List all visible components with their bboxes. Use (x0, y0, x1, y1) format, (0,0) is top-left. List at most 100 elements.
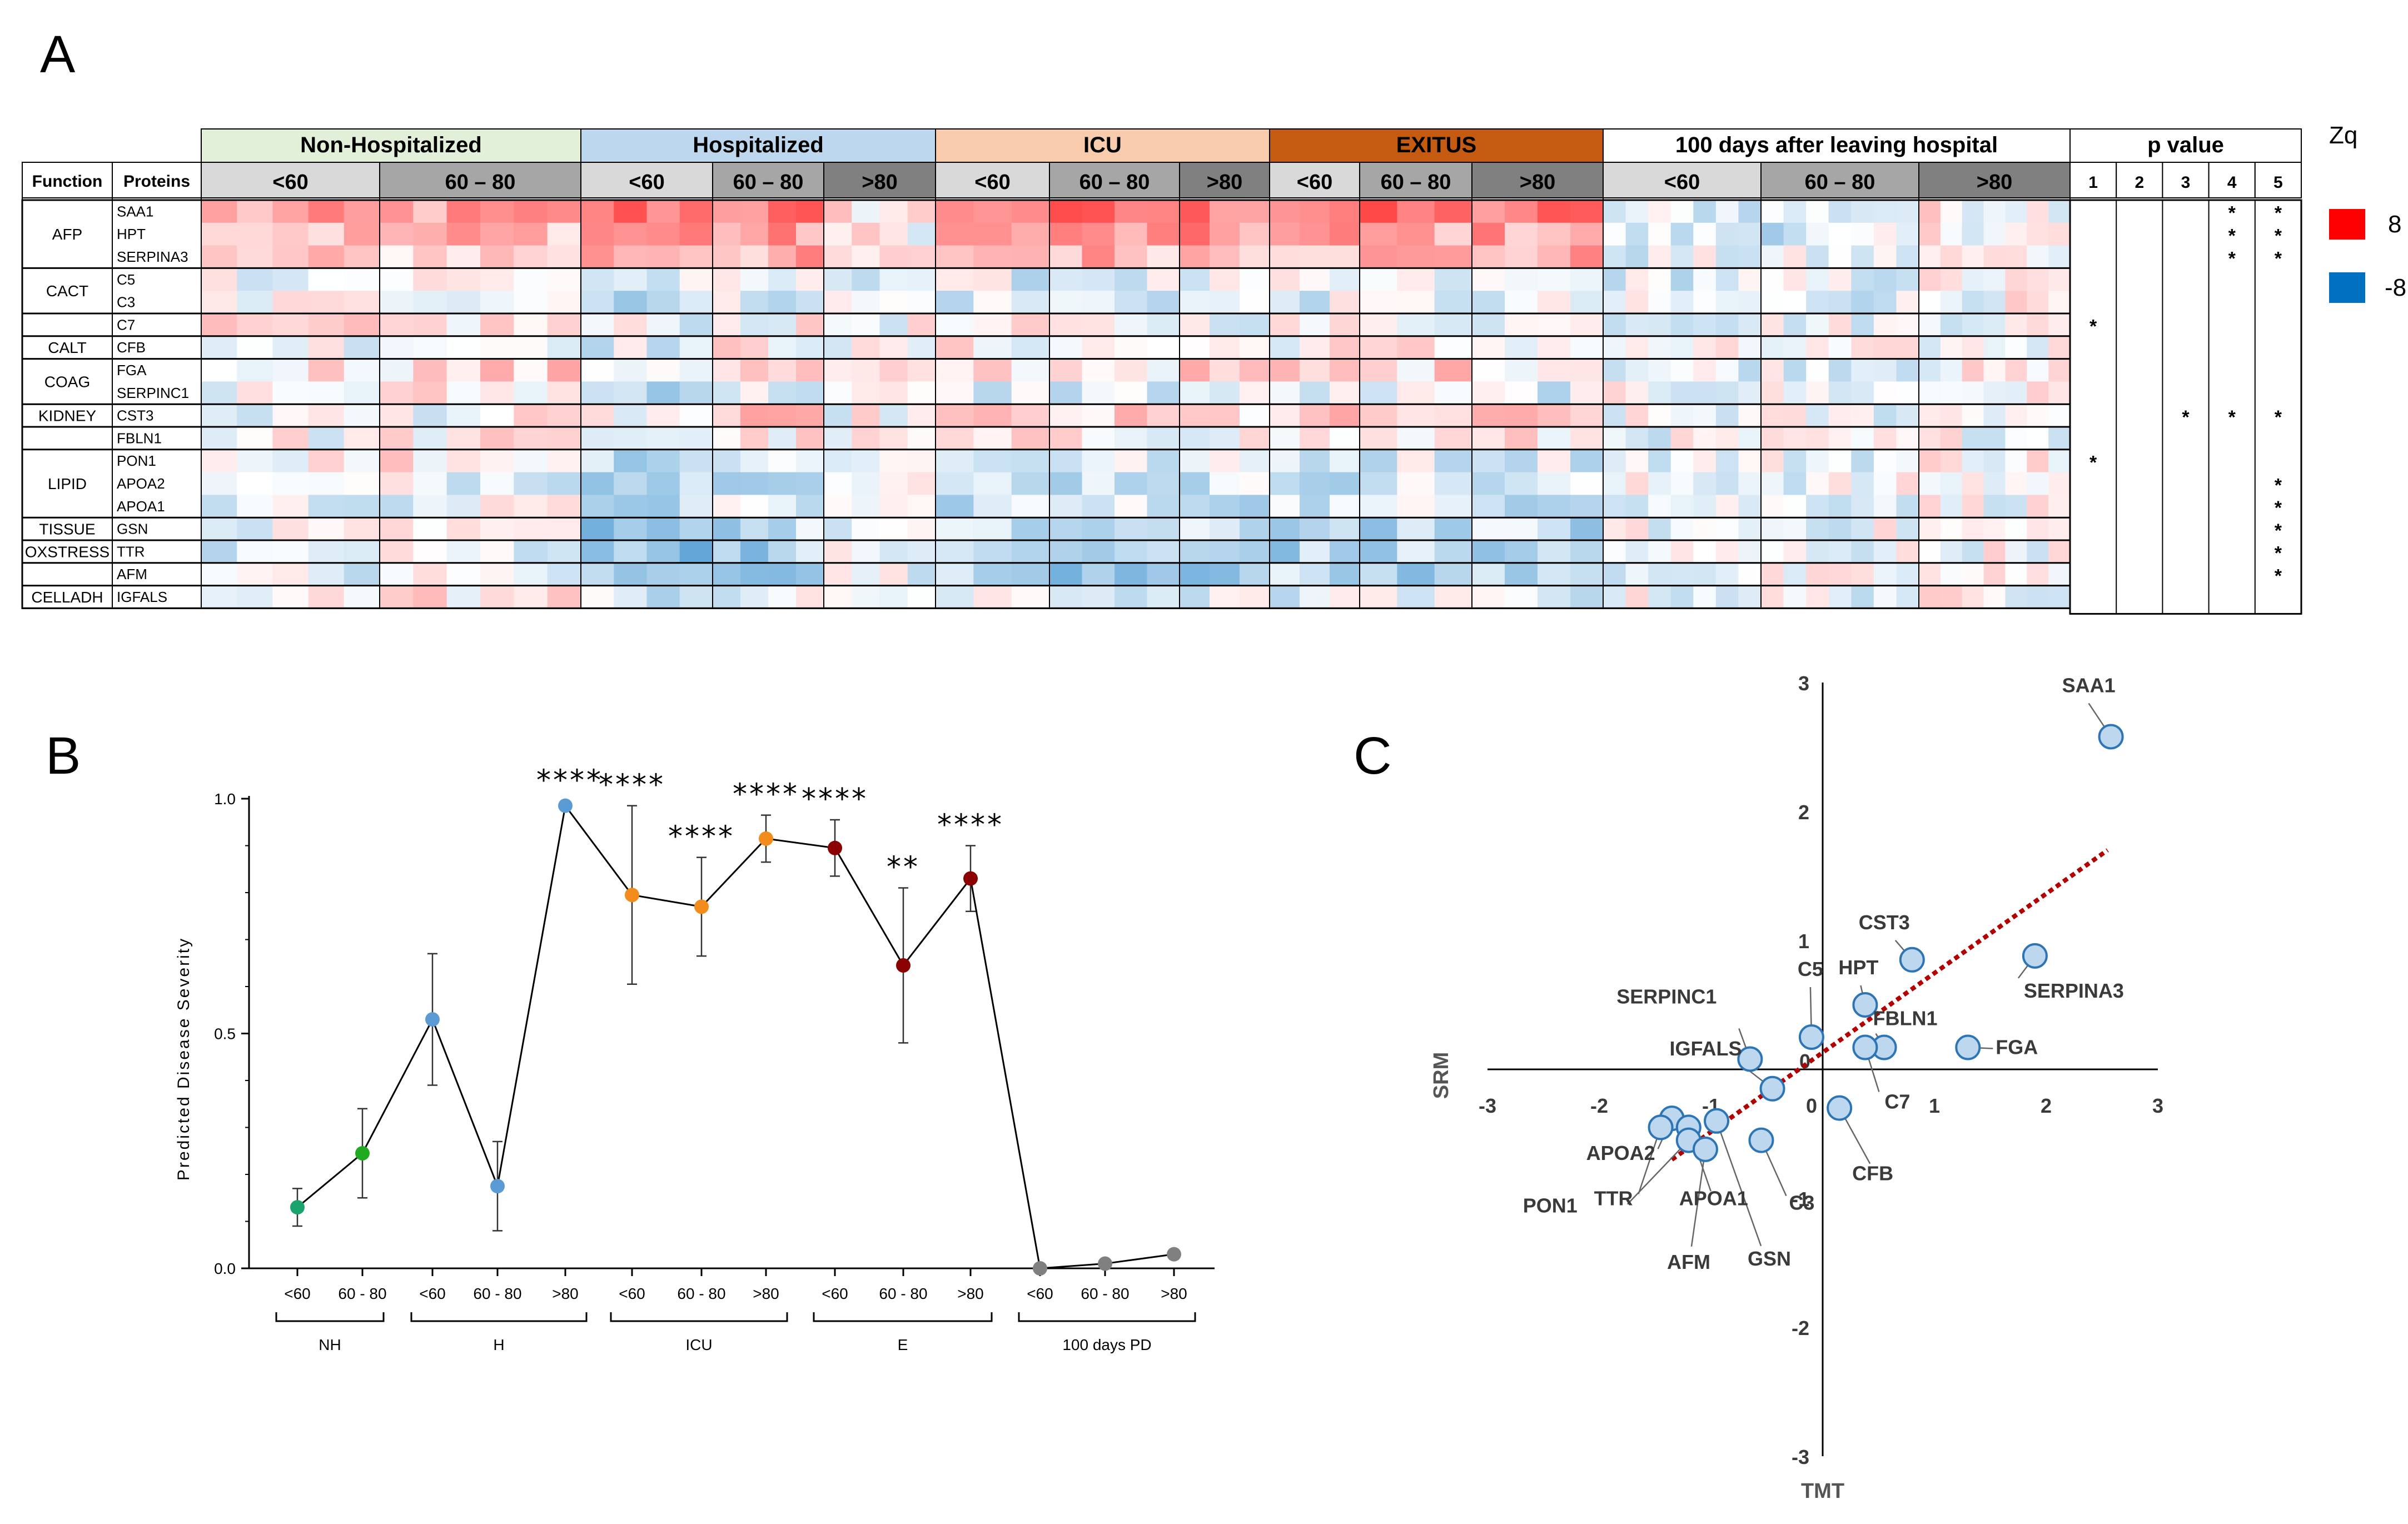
heatmap-cell (1715, 449, 1739, 473)
x-tick-label: 3 (2152, 1094, 2163, 1117)
protein-label: FBLN1 (117, 430, 162, 446)
heatmap-cell (1330, 291, 1360, 314)
heatmap-cell (1761, 381, 1784, 405)
heatmap-cell (1180, 404, 1210, 427)
heatmap-cell (1011, 222, 1050, 246)
x-tick-label: 2 (2041, 1094, 2052, 1117)
heatmap-cell (646, 585, 680, 609)
heatmap-cell (768, 313, 797, 337)
heatmap-cell (1625, 427, 1649, 450)
heatmap-cell (907, 291, 936, 314)
heatmap-cell (852, 585, 880, 609)
heatmap-cell (446, 245, 481, 268)
heatmap-cell (581, 427, 614, 450)
legend-swatch-min (2329, 272, 2365, 303)
heatmap-cell (1210, 585, 1240, 609)
heatmap-cell (1738, 540, 1762, 564)
heatmap-cell (1783, 449, 1807, 473)
heatmap-cell (1851, 245, 1874, 268)
heatmap-cell (1919, 562, 1941, 586)
heatmap-cell (1738, 245, 1762, 268)
heatmap-cell (824, 562, 852, 586)
data-point (963, 871, 978, 886)
heatmap-cell (1919, 495, 1941, 518)
heatmap-cell (1240, 222, 1270, 246)
heatmap-cell (581, 291, 614, 314)
heatmap-cell (2005, 222, 2027, 246)
heatmap-cell (514, 200, 548, 223)
x-category-label: <60 (619, 1285, 645, 1302)
heatmap-cell (1011, 449, 1050, 473)
group-label: ICU (685, 1336, 712, 1353)
heatmap-cell (2005, 540, 2027, 564)
heatmap-cell (768, 358, 797, 382)
heatmap-cell (1210, 358, 1240, 382)
pvalue-col-header-bg (2162, 162, 2210, 198)
heatmap-cell (1082, 268, 1115, 291)
heatmap-cell (1940, 427, 1963, 450)
age-header-label: >80 (862, 171, 897, 194)
heatmap-cell (344, 404, 380, 427)
heatmap-cell (713, 427, 741, 450)
heatmap-cell (879, 449, 908, 473)
heatmap-cell (1940, 291, 1963, 314)
x-category-label: 60 - 80 (473, 1285, 521, 1302)
heatmap-cell (973, 427, 1012, 450)
protein-label: SERPINA3 (117, 248, 188, 265)
y-tick-label: 0.5 (214, 1025, 236, 1043)
heatmap-cell (1738, 200, 1762, 223)
heatmap-cell (413, 268, 447, 291)
heatmap-cell (1940, 336, 1963, 360)
heatmap-cell (480, 381, 514, 405)
heatmap-cell (1873, 245, 1897, 268)
heatmap-cell (768, 200, 797, 223)
heatmap-cell (936, 245, 974, 268)
heatmap-cell (1082, 540, 1115, 564)
heatmap-cell (1919, 245, 1941, 268)
heatmap-cell (614, 313, 647, 337)
heatmap-cell (237, 200, 273, 223)
heatmap-cell (1434, 245, 1472, 268)
heatmap-cell (1011, 200, 1050, 223)
x-tick-label: -2 (1590, 1094, 1608, 1117)
heatmap-cell (1851, 222, 1874, 246)
heatmap-cell (679, 358, 713, 382)
heatmap-cell (2048, 472, 2071, 495)
heatmap-cell (1147, 245, 1180, 268)
heatmap-cell (581, 200, 614, 223)
heatmap-cell (446, 517, 481, 541)
heatmap-cell (973, 268, 1012, 291)
age-header-bg (379, 162, 581, 198)
heatmap-cell (1983, 291, 2006, 314)
heatmap-cell (1738, 562, 1762, 586)
heatmap-cell (1851, 358, 1874, 382)
heatmap-cell (1434, 291, 1472, 314)
heatmap-cell (1505, 291, 1538, 314)
heatmap-cell (1603, 449, 1626, 473)
heatmap-cell (1570, 381, 1604, 405)
heatmap-cell (852, 404, 880, 427)
heatmap-cell (646, 562, 680, 586)
heatmap-cell (514, 472, 548, 495)
heatmap-cell (272, 200, 309, 223)
heatmap-cell (1851, 291, 1874, 314)
heatmap-cell (2048, 495, 2071, 518)
heatmap-cell (1919, 404, 1941, 427)
heatmap-cell (973, 381, 1012, 405)
point-label: C3 (1789, 1192, 1814, 1214)
heatmap-cell (768, 449, 797, 473)
heatmap-cell (1919, 427, 1941, 450)
heatmap-cell (1851, 427, 1874, 450)
heatmap-cell (1983, 222, 2006, 246)
heatmap-cell (1828, 358, 1852, 382)
heatmap-cell (1538, 540, 1571, 564)
heatmap-cell (1919, 222, 1941, 246)
heatmap-cell (1147, 222, 1180, 246)
heatmap-cell (614, 540, 647, 564)
heatmap-cell (1011, 404, 1050, 427)
heatmap-cell (1472, 562, 1505, 586)
heatmap-cell (581, 472, 614, 495)
heatmap-cell (1434, 540, 1472, 564)
heatmap-cell (614, 404, 647, 427)
group-bracket (275, 1312, 385, 1322)
